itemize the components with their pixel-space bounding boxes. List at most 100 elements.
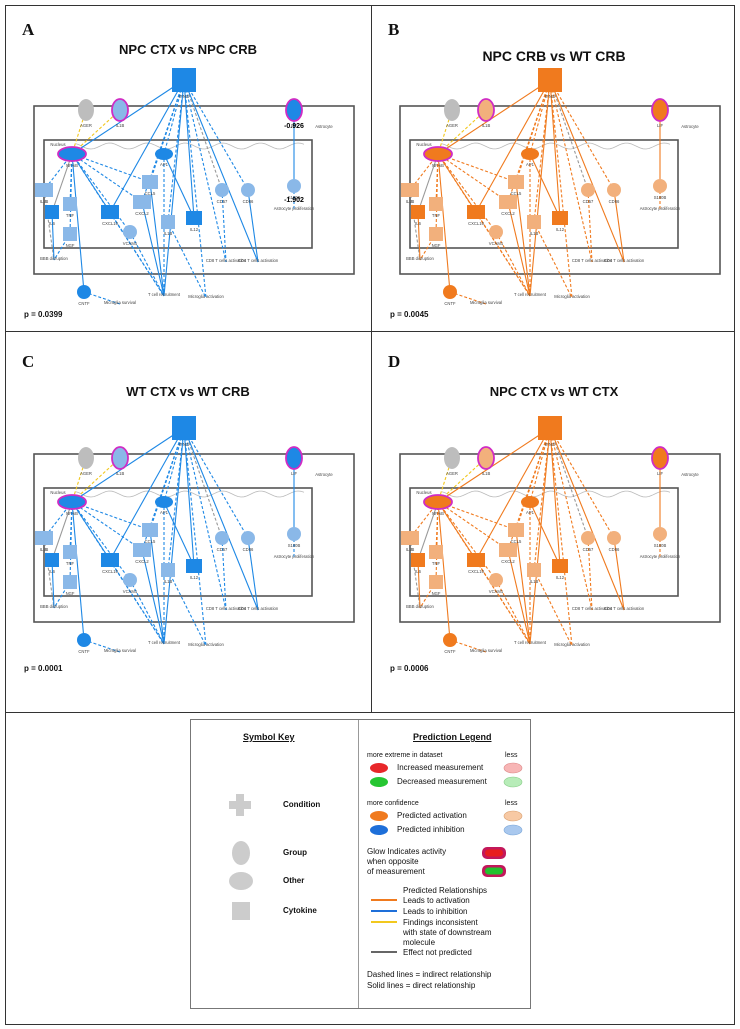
symbol-group-label: Group (283, 848, 307, 857)
node-lif: LIF (285, 446, 303, 476)
relationship-edge (247, 189, 259, 263)
relationship-edge (475, 427, 551, 561)
node-il1b: IL1B (477, 446, 495, 476)
svg-text:IL1B: IL1B (116, 123, 125, 128)
svg-text:IL6: IL6 (415, 569, 421, 574)
relationship-edge (129, 231, 165, 297)
relationship-edge (529, 501, 561, 567)
svg-text:T cell recruitment: T cell recruitment (148, 640, 181, 645)
svg-text:VCAM1: VCAM1 (489, 241, 504, 246)
relationship-edge (437, 427, 551, 503)
panel-label: C (22, 352, 35, 371)
node-cd4-t-cells-activation: CD4 T cells activation (238, 606, 279, 611)
node-bbb-disruption: BBB disruption (40, 256, 68, 261)
svg-text:IL1B: IL1B (40, 199, 49, 204)
svg-text:CD8 T cells activation: CD8 T cells activation (206, 606, 247, 611)
relationship-edge (183, 79, 249, 191)
relationship-edge (409, 537, 421, 609)
svg-text:CXCL2: CXCL2 (135, 211, 149, 216)
node-ngf: NGF (429, 575, 443, 596)
svg-text:IL12: IL12 (190, 575, 199, 580)
relationship-edge (71, 153, 85, 293)
node-microglia-activation: Microglia activation (188, 642, 224, 647)
svg-text:NF-kB: NF-kB (66, 511, 78, 516)
inhibition-dark-icon (370, 825, 388, 835)
svg-text:BBB disruption: BBB disruption (406, 604, 434, 609)
node-il1b: IL1B (161, 563, 175, 584)
svg-text:IFNG: IFNG (179, 94, 189, 99)
svg-text:AP1: AP1 (160, 510, 169, 515)
svg-text:LIF: LIF (657, 471, 663, 476)
node-nucleus: Nucleus (416, 142, 431, 147)
panel-title: NPC CTX vs WT CTX (489, 384, 619, 399)
relationship-edge (435, 153, 439, 235)
relationship-edge (587, 189, 593, 263)
svg-text:S100B: S100B (288, 543, 301, 548)
node-ifng: IFNG (172, 416, 196, 447)
relationship-edge (183, 79, 227, 263)
astrocyte-box (399, 105, 721, 275)
svg-text:BBB disruption: BBB disruption (40, 604, 68, 609)
relationship-edge (71, 501, 151, 531)
dashed-note: Dashed lines = indirect relationship (367, 970, 492, 979)
svg-text:CD57: CD57 (217, 547, 228, 552)
relationship-edge (409, 189, 421, 261)
panel-label: B (388, 20, 400, 39)
value-label-s100b: -1.902 (284, 197, 304, 204)
svg-text:S100B: S100B (654, 195, 667, 200)
svg-text:CD4 T cells activation: CD4 T cells activation (238, 606, 279, 611)
relationship-edge (109, 79, 185, 213)
glow-label-2: when opposite (367, 857, 419, 866)
relationship-edge (183, 79, 207, 299)
glow-label-1: Glow Indicates activity (367, 847, 447, 856)
node-ifng: IFNG (538, 68, 562, 99)
svg-text:NF-kB: NF-kB (432, 511, 444, 516)
node-astrocyte-proliferation: Astrocyte proliferation (640, 554, 681, 559)
node-s100b: S100B (653, 179, 667, 200)
node-cxcl2: CXCL2 (499, 543, 517, 564)
node-il1b: IL1B (477, 98, 495, 128)
svg-text:CD57: CD57 (217, 199, 228, 204)
relationship-edge (475, 211, 531, 297)
node-nucleus: Nucleus (50, 142, 65, 147)
panel-title: NPC CRB vs WT CRB (482, 48, 626, 64)
svg-text:IL12: IL12 (556, 575, 565, 580)
node-ifng: IFNG (172, 68, 196, 99)
relationship-edge (475, 79, 551, 213)
svg-text:CNTF: CNTF (78, 301, 90, 306)
relationship-edge (437, 153, 517, 183)
node-t-cell-recruitment: T cell recruitment (148, 640, 181, 645)
node-nucleus: Nucleus (416, 490, 431, 495)
more-confidence-label: more confidence (367, 800, 419, 807)
svg-text:CCL5: CCL5 (511, 539, 522, 544)
glow-label-3: of measurement (367, 867, 425, 876)
node-ap1: AP1 (521, 496, 539, 515)
node-il1b: IL1B (161, 215, 175, 236)
svg-text:Microglia survival: Microglia survival (470, 648, 502, 653)
svg-text:BBB disruption: BBB disruption (40, 256, 68, 261)
svg-text:Microglia survival: Microglia survival (470, 300, 502, 305)
node-astrocyte: Astrocyte (681, 124, 699, 129)
svg-text:IL1B: IL1B (406, 547, 415, 552)
relationship-edge (183, 427, 207, 647)
node-t-cell-recruitment: T cell recruitment (514, 640, 547, 645)
relationship-edge (71, 501, 131, 581)
svg-text:VCAM1: VCAM1 (489, 589, 504, 594)
relationship-edge (183, 79, 223, 191)
relationship-edge (495, 579, 531, 645)
svg-text:CXCL10: CXCL10 (468, 221, 484, 226)
svg-text:Astrocyte: Astrocyte (315, 124, 333, 129)
svg-text:Microglia activation: Microglia activation (554, 642, 590, 647)
node-ccl5: CCL5 (508, 175, 524, 196)
svg-text:IL1B: IL1B (40, 547, 49, 552)
node-cd8-t-cells-activation: CD8 T cells activation (206, 606, 247, 611)
node-il1b: IL1B (35, 531, 53, 552)
svg-text:CCL5: CCL5 (511, 191, 522, 196)
dna-strand (441, 142, 671, 150)
svg-text:BBB disruption: BBB disruption (406, 256, 434, 261)
node-astrocyte: Astrocyte (315, 124, 333, 129)
node-astrocyte: Astrocyte (315, 472, 333, 477)
svg-text:Astrocyte proliferation: Astrocyte proliferation (640, 206, 681, 211)
node-t-cell-recruitment: T cell recruitment (148, 292, 181, 297)
node-t-cell-recruitment: T cell recruitment (514, 292, 547, 297)
